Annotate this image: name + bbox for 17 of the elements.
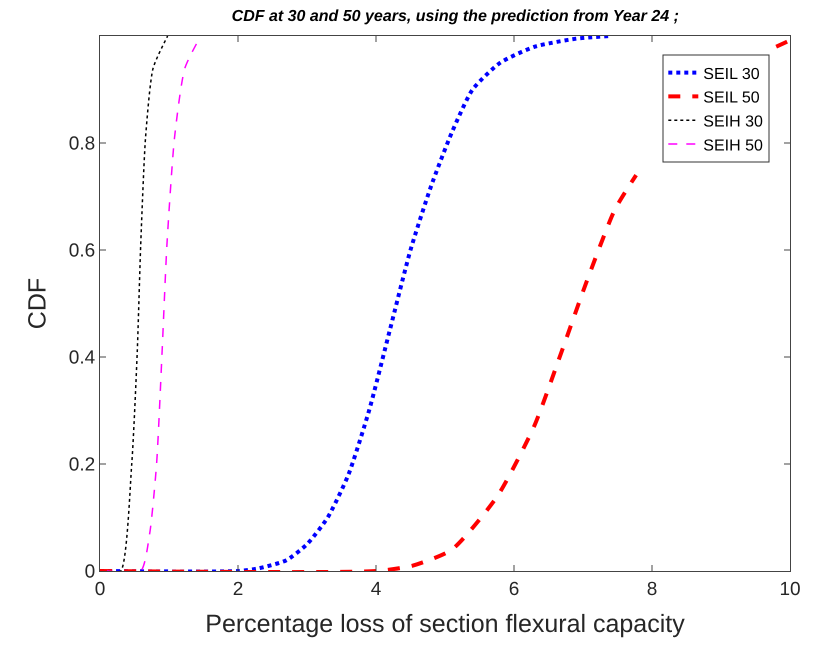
legend-label: SEIL 30 [703, 66, 760, 83]
y-tick-label: 0.8 [68, 134, 96, 155]
x-tick-label: 6 [508, 578, 520, 600]
x-tick-label: 10 [779, 578, 801, 600]
legend-label: SEIL 50 [703, 90, 760, 107]
x-tick-label: 4 [370, 578, 382, 600]
legend-label: SEIH 30 [703, 113, 763, 130]
x-tick-label: 2 [232, 578, 244, 600]
chart-title: CDF at 30 and 50 years, using the prediction from Year 24 ; [232, 8, 679, 26]
y-tick-label: 0.6 [68, 240, 96, 262]
y-tick-label: 0.2 [68, 454, 96, 476]
x-axis-title: Percentage loss of section flexural capacity [205, 610, 686, 638]
y-tick-label: 0 [84, 562, 96, 583]
legend-label: SEIH 50 [703, 137, 763, 154]
x-tick-label: 8 [646, 578, 658, 600]
y-tick-label: 0.4 [68, 348, 96, 369]
y-axis-title: CDF [24, 278, 52, 330]
